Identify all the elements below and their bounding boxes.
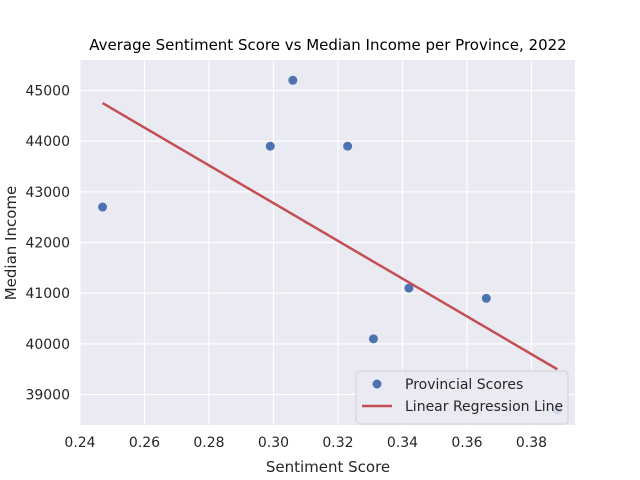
x-tick-label: 0.38 (516, 435, 547, 451)
x-tick-label: 0.30 (258, 435, 289, 451)
data-point (404, 283, 414, 293)
legend: Provincial Scores Linear Regression Line (355, 370, 569, 425)
y-tick-labels: 39000 40000 41000 42000 43000 44000 45000 (25, 83, 70, 403)
regression-line (101, 102, 558, 371)
y-tick-label: 39000 (25, 388, 70, 404)
y-axis-label: Median Income (2, 186, 20, 301)
x-tick-label: 0.32 (322, 435, 353, 451)
data-point (368, 334, 378, 344)
x-axis-label: Sentiment Score (266, 458, 390, 476)
legend-label-regression: Linear Regression Line (405, 399, 563, 415)
legend-scatter-marker (372, 379, 382, 389)
x-tick-label: 0.24 (64, 435, 95, 451)
data-point (481, 293, 491, 303)
data-marks (98, 75, 562, 415)
chart-title: Average Sentiment Score vs Median Income… (89, 36, 566, 54)
legend-box (355, 370, 569, 425)
x-tick-labels: 0.24 0.26 0.28 0.30 0.32 0.34 0.36 0.38 (64, 435, 547, 451)
y-tick-label: 40000 (25, 337, 70, 353)
y-tick-label: 44000 (25, 134, 70, 150)
y-tick-label: 41000 (25, 286, 70, 302)
data-point (265, 141, 275, 151)
y-tick-label: 43000 (25, 185, 70, 201)
data-point (288, 75, 298, 85)
y-tick-label: 42000 (25, 236, 70, 252)
x-tick-label: 0.34 (387, 435, 418, 451)
x-tick-label: 0.28 (193, 435, 224, 451)
x-tick-label: 0.36 (451, 435, 482, 451)
data-point (98, 202, 108, 212)
y-tick-label: 45000 (25, 83, 70, 99)
grid (79, 60, 575, 425)
x-tick-label: 0.26 (129, 435, 160, 451)
legend-label-scores: Provincial Scores (405, 377, 523, 393)
data-point (343, 141, 353, 151)
